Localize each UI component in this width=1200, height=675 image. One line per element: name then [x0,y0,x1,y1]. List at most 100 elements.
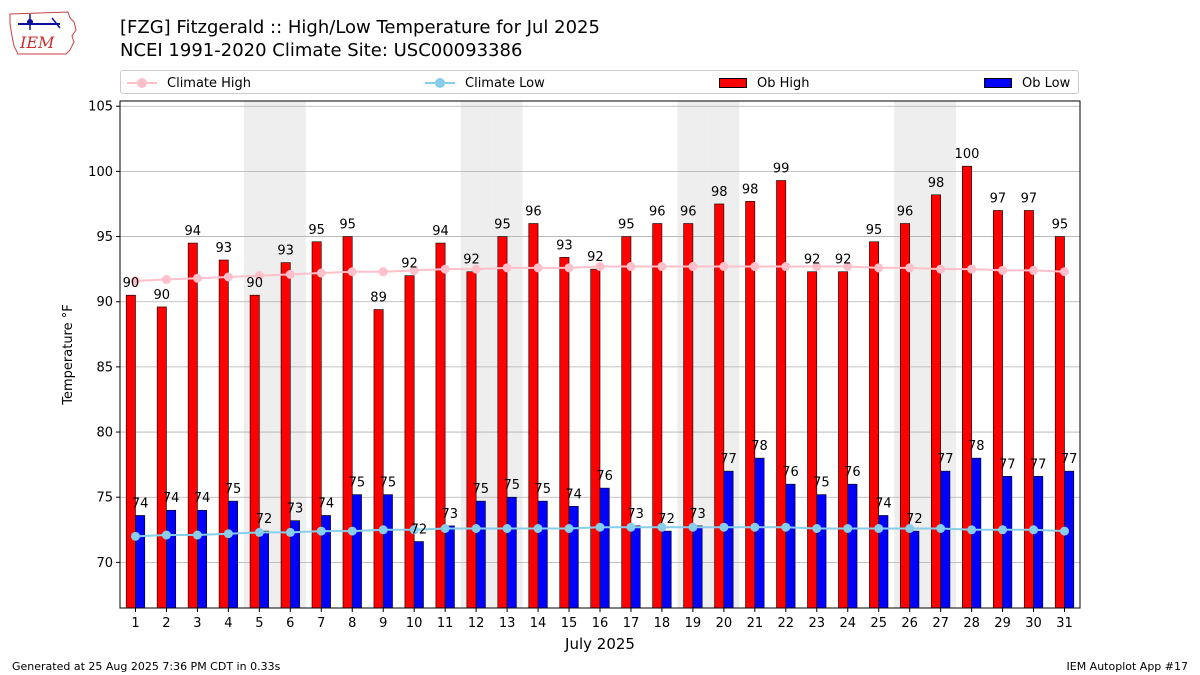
climate-low-point-day-4 [223,529,233,539]
label-ob-high-day-21: 98 [742,182,759,197]
iem-logo: IEM [8,6,80,60]
x-tick-label-16: 16 [592,616,609,631]
x-tick-label-20: 20 [716,616,733,631]
climate-high-point-day-15 [564,263,574,273]
bar-ob-high-day-27 [931,194,941,609]
x-tick-label-26: 26 [901,616,918,631]
label-ob-low-day-2: 74 [163,491,180,506]
legend-ob-low: Ob Low [984,74,1070,92]
label-ob-high-day-24: 92 [835,253,852,268]
bar-ob-high-day-11 [435,242,446,609]
label-ob-high-day-8: 95 [339,218,356,233]
app-credit: IEM Autoplot App #17 [1066,660,1189,673]
climate-low-point-day-14 [533,523,543,533]
x-tick-label-17: 17 [623,616,640,631]
y-tick-label-80: 80 [96,426,113,441]
climate-high-point-day-8 [347,267,357,277]
label-ob-low-day-5: 72 [256,512,273,527]
climate-high-point-day-4 [223,272,233,282]
bar-ob-low-day-16 [599,487,610,609]
climate-high-point-day-29 [998,265,1008,275]
label-ob-low-day-3: 74 [194,491,211,506]
bar-ob-low-day-5 [259,530,269,609]
label-ob-high-day-5: 90 [246,276,263,291]
label-ob-low-day-10: 72 [411,523,428,538]
legend-climate-high-label: Climate High [167,75,252,91]
bar-ob-low-day-4 [228,500,238,609]
label-ob-low-day-31: 77 [1061,452,1078,467]
climate-high-point-day-6 [285,269,295,279]
x-tick-label-23: 23 [809,616,826,631]
label-ob-low-day-8: 75 [349,476,366,491]
x-tick-label-28: 28 [963,616,980,631]
climate-high-point-day-7 [316,268,326,278]
climate-low-point-day-25 [874,523,884,533]
bar-ob-low-day-22 [785,483,796,609]
climate-high-point-day-3 [192,273,202,283]
climate-high-point-day-9 [378,267,388,277]
label-ob-low-day-11: 73 [442,507,459,522]
climate-low-point-day-17 [626,522,636,532]
climate-low-point-day-3 [192,530,202,540]
bar-ob-high-day-19 [683,223,694,609]
bar-ob-high-day-28 [962,165,972,609]
climate-high-point-day-30 [1029,265,1039,275]
climate-high-point-day-24 [843,262,853,272]
bar-ob-low-day-13 [506,496,517,609]
climate-low-point-day-19 [688,522,698,532]
climate-high-point-day-16 [595,262,605,272]
bar-ob-low-day-10 [413,541,424,609]
x-tick-label-7: 7 [317,616,325,631]
bar-ob-low-day-19 [692,525,703,609]
label-ob-low-day-9: 75 [380,476,397,491]
x-tick-label-15: 15 [561,616,578,631]
x-tick-label-29: 29 [994,616,1011,631]
climate-high-point-day-2 [161,275,171,285]
x-tick-label-8: 8 [348,616,356,631]
bar-ob-low-day-9 [382,494,393,609]
climate-low-point-day-1 [130,531,140,541]
label-ob-high-day-25: 95 [866,223,883,238]
label-ob-high-day-20: 98 [711,185,728,200]
x-tick-label-24: 24 [839,616,856,631]
bar-ob-high-day-25 [869,241,880,609]
climate-high-point-day-21 [750,262,760,272]
x-tick-label-25: 25 [870,616,887,631]
bar-ob-low-day-29 [1002,476,1013,609]
label-ob-low-day-24: 76 [844,465,861,480]
bar-ob-high-day-7 [311,241,322,609]
ob-low-swatch [984,78,1012,88]
x-tick-label-31: 31 [1056,616,1073,631]
label-ob-high-day-14: 96 [525,205,542,220]
label-ob-low-day-17: 73 [627,507,644,522]
label-ob-low-day-23: 75 [813,476,830,491]
bar-ob-low-day-14 [537,500,548,609]
bar-ob-high-day-8 [342,236,353,609]
label-ob-high-day-27: 98 [928,176,945,191]
climate-low-point-day-8 [347,526,357,536]
bar-ob-low-day-27 [940,470,951,609]
legend-ob-high-label: Ob High [757,75,810,91]
bar-ob-high-day-12 [466,271,477,609]
bar-ob-high-day-26 [900,223,910,609]
climate-high-point-day-18 [657,262,667,272]
legend-climate-low: Climate Low [425,74,545,92]
label-ob-low-day-15: 74 [565,487,582,502]
climate-high-point-day-26 [905,263,915,273]
label-ob-low-day-30: 77 [1030,457,1047,472]
x-tick-label-13: 13 [499,616,516,631]
climate-low-point-day-23 [812,523,822,533]
label-ob-low-day-16: 76 [596,469,613,484]
y-tick-label-85: 85 [96,360,113,375]
label-ob-high-day-23: 92 [804,253,821,268]
bar-ob-high-day-23 [807,271,818,609]
label-ob-high-day-18: 96 [649,205,666,220]
x-tick-label-1: 1 [131,616,139,631]
label-ob-low-day-26: 72 [906,512,923,527]
label-ob-high-day-16: 92 [587,250,604,265]
climate-high-point-day-28 [967,264,977,274]
y-tick-label-90: 90 [96,295,113,310]
climate-low-point-day-30 [1029,525,1039,535]
x-tick-label-4: 4 [224,616,232,631]
